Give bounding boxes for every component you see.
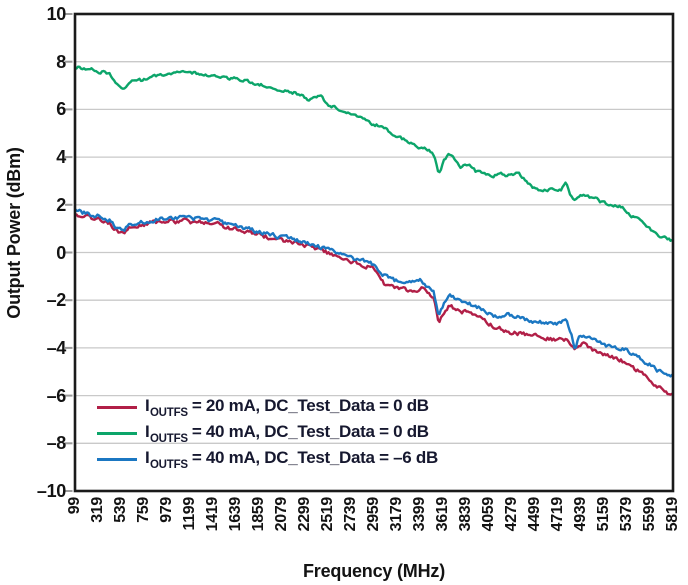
y-tick-label: –10 <box>36 481 66 501</box>
y-tick-label: 4 <box>56 147 66 168</box>
y-tick-label: 0 <box>56 242 66 263</box>
legend-swatch-icon <box>97 405 137 409</box>
y-tick-label: 10 <box>46 4 67 24</box>
x-tick-label: 5379 <box>618 497 635 532</box>
series-line-2 <box>75 207 673 378</box>
x-tick-label: 5819 <box>664 497 681 532</box>
plot-border <box>73 12 675 493</box>
legend-swatch-icon <box>97 457 137 461</box>
legend-row-2: IOUTFS = 40 mA, DC_Test_Data = –6 dB <box>97 446 438 472</box>
x-tick-label: 3399 <box>411 497 428 532</box>
x-tick-label: 4279 <box>503 497 520 532</box>
x-tick-label: 99 <box>66 497 83 515</box>
x-tick-label: 2299 <box>296 497 313 532</box>
y-tick-label: –2 <box>46 290 67 311</box>
y-tick-label: 2 <box>56 194 66 215</box>
x-tick-label: 4059 <box>480 497 497 532</box>
y-tick-label: 8 <box>56 51 66 72</box>
x-tick-label: 3619 <box>434 497 451 532</box>
x-tick-label: 759 <box>135 497 152 523</box>
x-tick-label: 2519 <box>319 497 336 532</box>
x-tick-label: 3839 <box>457 497 474 532</box>
x-tick-label: 4719 <box>549 497 566 532</box>
x-tick-label: 3179 <box>388 497 405 532</box>
y-tick-label: 6 <box>56 99 66 120</box>
x-tick-label: 1199 <box>181 497 198 531</box>
x-tick-label: 5599 <box>641 497 658 532</box>
legend-swatch-icon <box>97 431 137 435</box>
x-tick-label: 4939 <box>572 497 589 532</box>
x-tick-label: 1419 <box>204 497 221 532</box>
x-tick-label: 1859 <box>250 497 267 532</box>
y-tick-label: –8 <box>46 433 67 454</box>
y-tick-label: –6 <box>46 385 67 406</box>
x-tick-label: 539 <box>112 497 129 523</box>
x-axis-title: Frequency (MHz) <box>302 561 445 581</box>
x-tick-label: 319 <box>89 497 106 523</box>
x-tick-label: 4499 <box>526 497 543 532</box>
series-line-1 <box>75 65 673 242</box>
legend: IOUTFS = 20 mA, DC_Test_Data = 0 dB IOUTF… <box>97 394 438 472</box>
x-tick-label: 1639 <box>227 497 244 532</box>
x-tick-label: 2739 <box>342 497 359 532</box>
legend-label: IOUTFS = 40 mA, DC_Test_Data = –6 dB <box>145 447 438 472</box>
legend-row-0: IOUTFS = 20 mA, DC_Test_Data = 0 dB <box>97 394 438 420</box>
legend-label: IOUTFS = 40 mA, DC_Test_Data = 0 dB <box>145 421 429 446</box>
x-tick-label: 2959 <box>365 497 382 532</box>
series-line-0 <box>75 213 673 396</box>
x-tick-label: 2079 <box>273 497 290 532</box>
y-tick-label: –4 <box>46 337 67 358</box>
legend-row-1: IOUTFS = 40 mA, DC_Test_Data = 0 dB <box>97 420 438 446</box>
x-tick-label: 5159 <box>595 497 612 532</box>
x-tick-label: 979 <box>158 497 175 523</box>
legend-label: IOUTFS = 20 mA, DC_Test_Data = 0 dB <box>145 395 429 420</box>
